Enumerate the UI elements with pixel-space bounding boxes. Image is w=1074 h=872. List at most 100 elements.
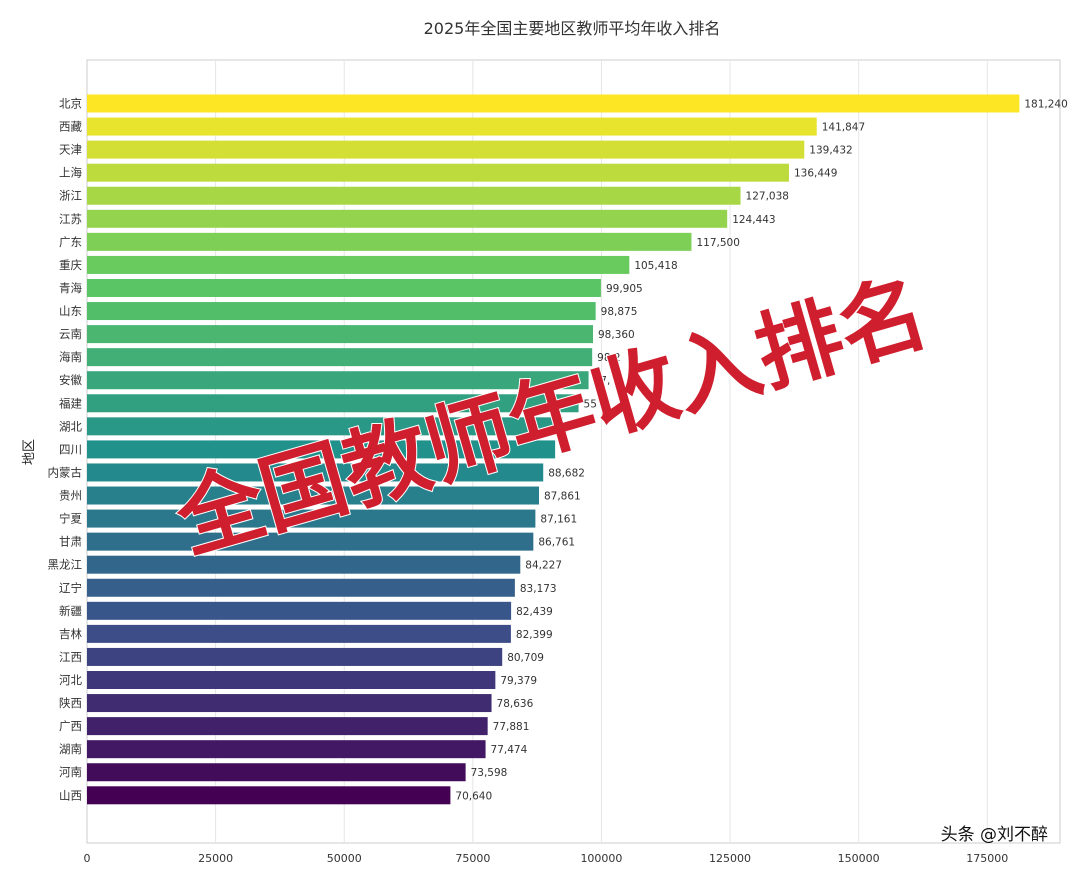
- value-label: 98,360: [598, 329, 635, 341]
- bar: [87, 740, 486, 759]
- value-label: 136,449: [794, 168, 837, 180]
- category-label: 山东: [59, 304, 82, 318]
- category-label: 江苏: [59, 212, 82, 226]
- category-label: 吉林: [59, 627, 82, 641]
- bar: [87, 117, 817, 136]
- x-tick-label: 150000: [838, 852, 880, 865]
- value-label: 55: [584, 398, 597, 410]
- x-tick-label: 50000: [327, 852, 362, 865]
- bar: [87, 671, 496, 689]
- value-label: 82,399: [516, 629, 553, 641]
- category-label: 福建: [59, 396, 82, 410]
- bar: [87, 694, 492, 713]
- bar: [87, 601, 512, 620]
- value-label: 80,709: [507, 652, 544, 664]
- category-label: 海南: [59, 350, 82, 364]
- bar: [87, 509, 536, 528]
- value-label: 88,682: [548, 467, 585, 479]
- category-label: 广西: [59, 719, 82, 733]
- category-label: 宁夏: [59, 512, 82, 526]
- bar: [87, 624, 511, 643]
- bar: [87, 325, 594, 344]
- category-label: 甘肃: [59, 535, 82, 549]
- bar: [87, 140, 805, 159]
- bar: [87, 786, 451, 805]
- bar: [87, 463, 544, 482]
- category-label: 辽宁: [59, 581, 82, 595]
- value-label: 77,881: [493, 721, 530, 733]
- bar: [87, 186, 741, 205]
- category-label: 重庆: [59, 258, 82, 272]
- value-label: 98,2: [597, 352, 620, 364]
- value-label: 105,418: [634, 260, 677, 272]
- value-label: 73,598: [471, 767, 508, 779]
- category-label: 陕西: [59, 696, 82, 710]
- bar: [87, 348, 593, 367]
- category-label: 湖北: [59, 419, 82, 433]
- bar: [87, 440, 556, 459]
- x-tick-label: 125000: [709, 852, 751, 865]
- category-label: 广东: [59, 235, 82, 249]
- category-label: 天津: [59, 143, 82, 157]
- value-label: 86,761: [538, 537, 575, 549]
- category-label: 浙江: [59, 189, 82, 203]
- category-label: 湖南: [59, 742, 82, 756]
- bar: [87, 94, 1020, 113]
- x-tick-label: 75000: [455, 852, 490, 865]
- value-label: 83,173: [520, 583, 557, 595]
- value-label: 99,905: [606, 283, 643, 295]
- chart-title: 2025年全国主要地区教师平均年收入排名: [424, 19, 721, 38]
- value-label: 77,474: [491, 744, 528, 756]
- value-label: 139,432: [809, 145, 852, 157]
- bar: [87, 394, 579, 413]
- category-label: 北京: [59, 97, 82, 111]
- category-label: 内蒙古: [48, 465, 83, 479]
- value-labels: 181,240 141,847 139,432 136,449 127,038 124,4…: [455, 99, 1067, 803]
- value-label: 181,240: [1024, 99, 1067, 111]
- category-label: 四川: [59, 442, 82, 456]
- x-tick-labels: 0 25000 50000 75000 100000 125000 150000 175000: [84, 852, 1009, 865]
- category-labels: 北京西藏天津上海浙江江苏广东重庆青海山东云南海南安徽福建湖北四川内蒙古贵州宁夏甘…: [48, 97, 83, 803]
- x-tick-label: 175000: [966, 852, 1008, 865]
- value-label: 127,038: [746, 191, 789, 203]
- value-label: 84,227: [525, 560, 562, 572]
- value-label: 141,847: [822, 122, 865, 134]
- category-label: 河北: [59, 673, 82, 687]
- category-label: 云南: [59, 327, 82, 341]
- bar: [87, 578, 515, 597]
- value-label: 87,861: [544, 491, 581, 503]
- bar: [87, 255, 630, 274]
- bar: [87, 417, 563, 436]
- watermark: 头条 @刘不醉: [941, 825, 1048, 845]
- category-label: 贵州: [59, 489, 82, 503]
- value-label: 124,443: [732, 214, 775, 226]
- category-label: 青海: [59, 281, 82, 295]
- category-label: 上海: [59, 166, 82, 180]
- value-label: 98,875: [601, 306, 638, 318]
- bar: [87, 647, 503, 666]
- category-label: 安徽: [59, 373, 82, 387]
- value-label: 117,500: [696, 237, 739, 249]
- bars: [87, 94, 1020, 805]
- value-label: 78,636: [497, 698, 534, 710]
- category-label: 西藏: [59, 120, 82, 134]
- bar: [87, 763, 466, 782]
- category-label: 河南: [59, 765, 82, 779]
- category-label: 江西: [59, 650, 82, 664]
- bar: [87, 555, 521, 574]
- bar: [87, 278, 601, 297]
- x-tick-label: 25000: [198, 852, 233, 865]
- bar: [87, 302, 596, 321]
- value-label: 70,640: [455, 790, 492, 802]
- bar: [87, 371, 589, 390]
- bar: [87, 486, 539, 505]
- x-tick-label: 100000: [580, 852, 622, 865]
- bar: [87, 717, 488, 736]
- bar: [87, 532, 534, 551]
- category-label: 山西: [59, 788, 82, 802]
- x-tick-label: 0: [84, 852, 91, 865]
- bar: [87, 209, 728, 228]
- bar: [87, 163, 789, 182]
- bar: [87, 232, 692, 251]
